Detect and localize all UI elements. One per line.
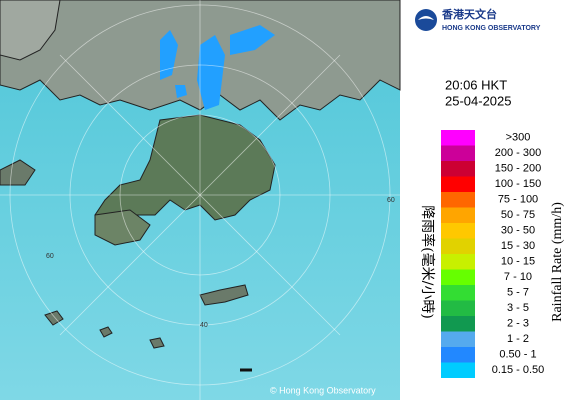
legend-swatch [441,269,475,285]
legend-swatch [441,145,475,161]
legend-swatch [441,300,475,316]
legend-label: 100 - 150 [495,178,541,190]
legend-swatch [441,176,475,192]
range-rings [0,0,400,400]
legend-label: 0.15 - 0.50 [492,364,545,376]
legend-label: 75 - 100 [498,194,538,206]
legend-swatch [441,331,475,347]
legend-swatch [441,285,475,301]
legend-swatch [441,238,475,254]
legend-swatch [441,223,475,239]
time: 20:06 HKT [445,77,507,92]
legend-label: 0.50 - 1 [499,349,536,361]
legend-label: >300 [506,132,531,144]
legend-label: 2 - 3 [507,318,529,330]
legend-label: 7 - 10 [504,271,532,283]
legend-label: 200 - 300 [495,147,541,159]
legend-label: 150 - 200 [495,163,541,175]
logo-title-zh: 香港天文台 [441,7,497,21]
legend-swatch [441,362,475,378]
ring-label: 60 [46,253,54,260]
legend-label: 3 - 5 [507,302,529,314]
legend-swatch [441,161,475,177]
legend-label: 10 - 15 [501,256,535,268]
ring-label: 60 [387,197,395,204]
legend: >300 200 - 300 150 - 200 100 - 150 75 - 100 5… [441,130,544,378]
legend-label: 15 - 30 [501,240,535,252]
legend-swatch [441,316,475,332]
legend-title-zh: 降雨率(毫米/小時) [419,205,436,319]
legend-label: 30 - 50 [501,225,535,237]
legend-title-en: Rainfall Rate (mm/h) [550,202,565,322]
legend-swatch [441,254,475,270]
date: 25-04-2025 [445,93,512,108]
legend-swatch [441,347,475,363]
legend-swatch [441,207,475,223]
logo-title-en: HONG KONG OBSERVATORY [442,25,541,32]
legend-swatch [441,192,475,208]
copyright: © Hong Kong Observatory [270,385,376,395]
ring-label: 40 [200,322,208,329]
legend-swatch [441,130,475,146]
legend-label: 1 - 2 [507,333,529,345]
legend-label: 5 - 7 [507,287,529,299]
rain-echo [160,25,275,110]
legend-label: 50 - 75 [501,209,535,221]
logo [415,9,437,31]
